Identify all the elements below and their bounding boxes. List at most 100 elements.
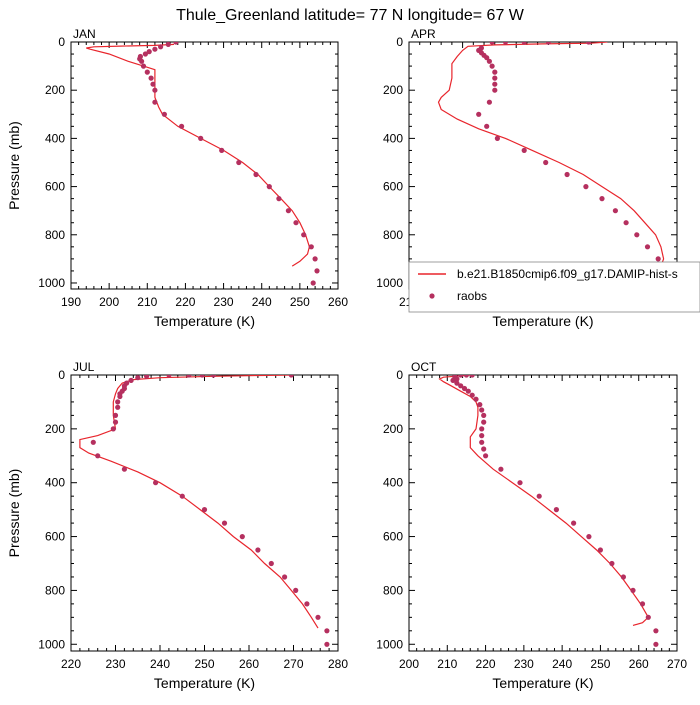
- obs-point: [586, 534, 592, 540]
- y-tick-label: 0: [396, 35, 403, 49]
- obs-point: [481, 412, 487, 418]
- panel-title: JUL: [73, 360, 95, 374]
- x-tick-label: 200: [399, 657, 419, 671]
- obs-point: [121, 466, 127, 472]
- y-tick-label: 600: [383, 180, 403, 194]
- y-tick-label: 200: [45, 83, 65, 97]
- panel-oct: 200 210 220 230 240 250 260 270 0 200 400 600 800 100…: [376, 360, 687, 691]
- y-tick-label: 800: [383, 583, 403, 597]
- figure-title: Thule_Greenland latitude= 77 N longitude…: [176, 7, 525, 24]
- x-axis-label: Temperature (K): [492, 313, 593, 329]
- panel-jul: 220 230 240 250 260 270 280 0 200 400 600 800 1000 JU…: [6, 360, 348, 691]
- obs-point: [484, 55, 490, 61]
- obs-point: [324, 628, 330, 634]
- obs-point: [112, 419, 119, 425]
- y-tick-label: 200: [383, 83, 403, 97]
- x-tick-label: 190: [61, 295, 81, 309]
- obs-point: [115, 399, 121, 405]
- x-tick-label: 260: [328, 295, 348, 309]
- obs-point: [139, 58, 145, 64]
- legend: b.e21.B1850cmip6.f09_g17.DAMIP-hist-srao…: [408, 261, 700, 313]
- obs-point: [645, 614, 651, 620]
- data-layer: [86, 42, 320, 286]
- y-tick-label: 800: [45, 228, 65, 242]
- obs-point: [477, 402, 483, 408]
- obs-point: [465, 388, 471, 394]
- obs-point: [128, 377, 134, 383]
- data-layer: [437, 42, 665, 286]
- obs-point: [489, 63, 495, 69]
- obs-point: [479, 407, 485, 413]
- obs-point: [450, 377, 456, 383]
- data-layer: [438, 375, 659, 647]
- legend-marker-swatch: [429, 293, 435, 299]
- y-tick-label: 400: [45, 476, 65, 490]
- obs-point: [644, 244, 651, 250]
- obs-point: [95, 453, 101, 459]
- x-tick-label: 280: [328, 657, 348, 671]
- obs-point: [142, 51, 148, 57]
- y-tick-label: 600: [45, 180, 65, 194]
- panel-jan: 190 200 210 220 230 240 250 260 0 200 400 600 800 100…: [6, 27, 348, 329]
- obs-point: [186, 375, 192, 378]
- x-tick-label: 240: [150, 657, 170, 671]
- x-tick-label: 240: [252, 295, 272, 309]
- obs-point: [458, 375, 464, 378]
- x-tick-label: 270: [283, 657, 303, 671]
- obs-point: [486, 58, 492, 64]
- obs-point: [198, 135, 204, 141]
- obs-point: [173, 42, 179, 45]
- obs-point: [479, 426, 485, 432]
- x-axis-label: Temperature (K): [154, 313, 255, 329]
- obs-point: [586, 42, 592, 45]
- obs-point: [90, 439, 96, 445]
- y-tick-label: 0: [58, 368, 65, 382]
- x-tick-label: 230: [514, 657, 534, 671]
- obs-point: [481, 446, 487, 452]
- obs-point: [489, 42, 495, 45]
- obs-point: [479, 439, 485, 445]
- obs-point: [140, 63, 147, 69]
- y-tick-label: 0: [396, 368, 403, 382]
- obs-point: [288, 375, 294, 378]
- obs-point: [492, 69, 498, 75]
- obs-point: [310, 280, 316, 286]
- data-layer: [79, 375, 330, 647]
- obs-point: [152, 99, 158, 105]
- y-tick-label: 400: [383, 131, 403, 145]
- obs-point: [210, 375, 216, 378]
- obs-point: [634, 232, 640, 238]
- obs-point: [492, 87, 498, 93]
- obs-point: [301, 232, 307, 238]
- x-tick-label: 240: [552, 657, 572, 671]
- obs-point: [308, 244, 314, 250]
- y-tick-label: 200: [45, 422, 65, 436]
- x-tick-label: 250: [290, 295, 310, 309]
- obs-point: [293, 587, 299, 594]
- x-axis-label: Temperature (K): [492, 675, 593, 691]
- obs-point: [153, 480, 159, 486]
- y-axis-label: Pressure (mb): [6, 121, 22, 210]
- obs-point: [476, 111, 482, 117]
- obs-point: [469, 392, 475, 398]
- obs-point: [117, 393, 123, 400]
- obs-point: [282, 574, 288, 580]
- y-tick-label: 0: [58, 35, 65, 49]
- obs-point: [268, 560, 274, 567]
- obs-point: [473, 396, 479, 402]
- legend-model-label: b.e21.B1850cmip6.f09_g17.DAMIP-hist-s: [457, 267, 678, 281]
- obs-point: [630, 587, 636, 594]
- legend-box: [408, 261, 700, 313]
- obs-point: [494, 135, 500, 141]
- x-axis-label: Temperature (K): [154, 675, 255, 691]
- obs-point: [255, 547, 261, 553]
- obs-point: [161, 111, 167, 117]
- obs-point: [324, 641, 330, 647]
- obs-point: [152, 46, 158, 52]
- obs-point: [293, 220, 299, 226]
- y-axis-label: Pressure (mb): [6, 469, 22, 558]
- obs-point: [521, 147, 527, 153]
- obs-point: [144, 69, 150, 75]
